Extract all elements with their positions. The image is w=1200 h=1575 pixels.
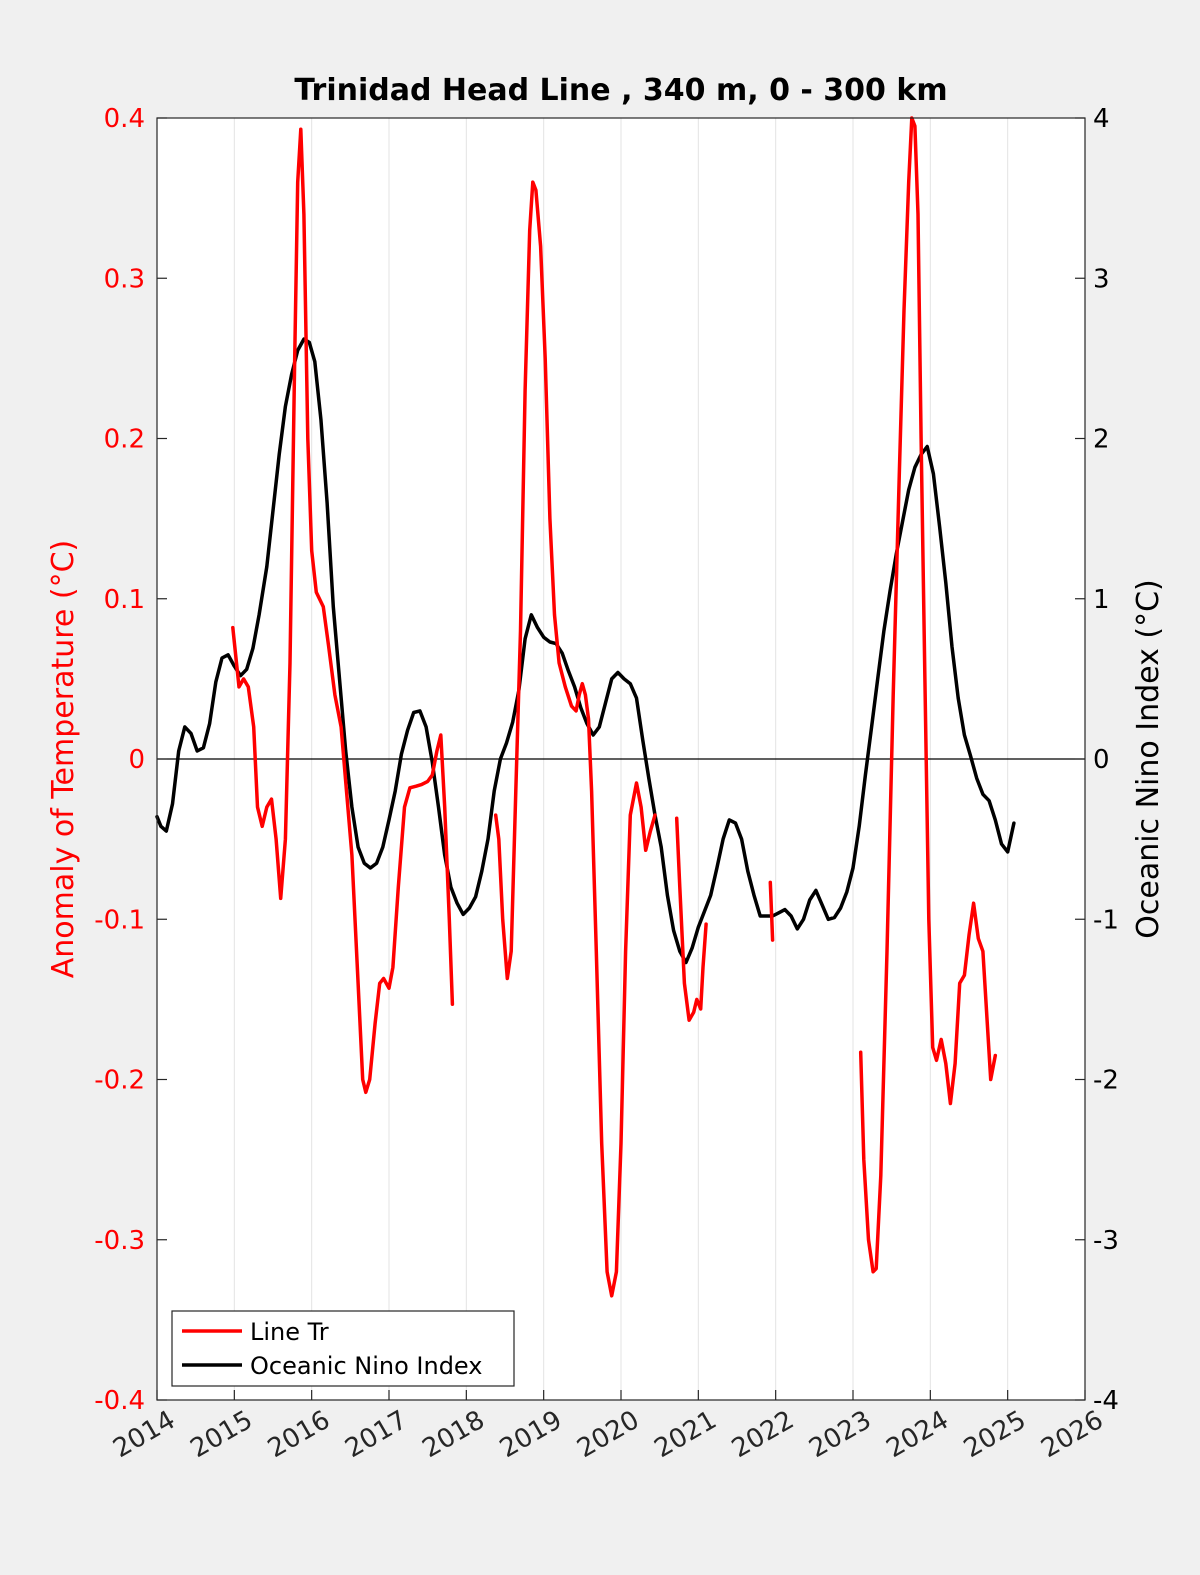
oni-series-line (155, 337, 1016, 965)
line-tr-series-line (858, 116, 998, 1274)
left-tick-label: -0.4 (94, 1386, 145, 1416)
left-tick-label: 0.1 (104, 585, 145, 615)
right-tick-label: 1 (1093, 585, 1110, 615)
left-tick-label: -0.2 (94, 1066, 145, 1096)
legend-line-tr-label: Line Tr (250, 1318, 329, 1346)
line-tr-series-line (674, 816, 708, 1022)
legend-box (171, 1310, 515, 1387)
line-tr-series-line (493, 180, 657, 1298)
left-axis-label: Anomaly of Temperature (°C) (46, 540, 81, 979)
left-tick-label: -0.3 (94, 1226, 145, 1256)
right-axis: -4 -3 -2 -1 0 1 2 3 4 (1075, 104, 1119, 1416)
legend-oni-label: Oceanic Nino Index (250, 1352, 482, 1380)
left-tick-label: 0.3 (104, 264, 145, 294)
right-tick-label: 0 (1093, 745, 1110, 775)
chart-title: Trinidad Head Line , 340 m, 0 - 300 km (294, 73, 947, 108)
left-tick-label: 0.2 (104, 425, 145, 455)
left-tick-label: 0.4 (104, 104, 145, 134)
legend: Line Tr Oceanic Nino Index (171, 1310, 515, 1387)
right-tick-label: -4 (1093, 1386, 1119, 1416)
left-tick-label: -0.1 (94, 905, 145, 935)
right-tick-label: -2 (1093, 1066, 1119, 1096)
line-tr-series-line (231, 127, 455, 1095)
right-tick-label: -3 (1093, 1226, 1119, 1256)
right-tick-label: 2 (1093, 425, 1110, 455)
left-tick-label: 0 (128, 745, 145, 775)
series-layer (155, 116, 1016, 1298)
right-tick-label: -1 (1093, 905, 1119, 935)
line-tr-series-line (768, 880, 775, 942)
right-axis-label: Oceanic Nino Index (°C) (1131, 579, 1166, 939)
right-tick-label: 3 (1093, 264, 1110, 294)
right-tick-label: 4 (1093, 104, 1110, 134)
left-axis: -0.4 -0.3 -0.2 -0.1 0 0.1 0.2 0.3 0.4 (94, 104, 167, 1416)
